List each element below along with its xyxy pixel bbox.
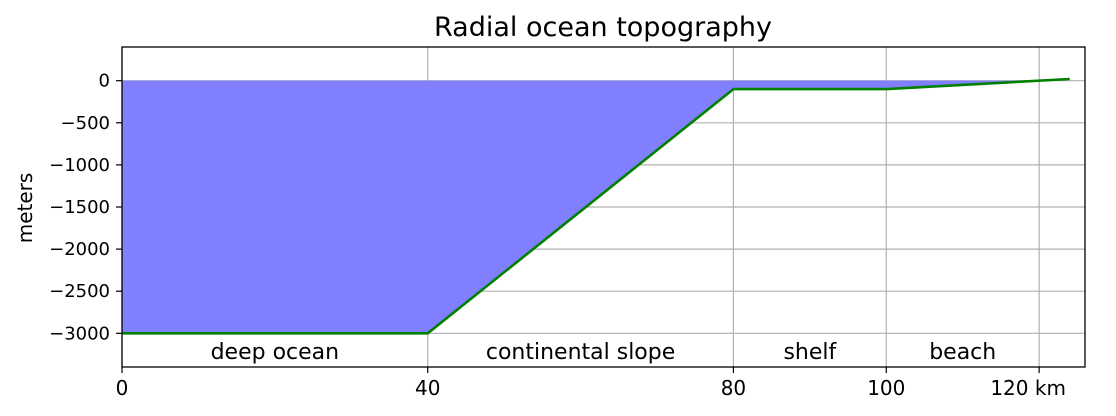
x-tick-label: 120 km bbox=[990, 376, 1066, 400]
plot-frame bbox=[121, 46, 1086, 368]
y-axis-label: meters bbox=[13, 173, 37, 244]
region-label: deep ocean bbox=[211, 340, 340, 365]
x-tick-label: 100 bbox=[867, 376, 905, 400]
axis-ticks: 0 40 80 100 120 km 0 −500 −1000 −1500 −2000 −2500 −… bbox=[49, 71, 1066, 400]
y-tick-label: −2000 bbox=[49, 239, 110, 260]
region-labels: deep ocean continental slope shelf beach bbox=[211, 340, 997, 365]
y-tick-label: −500 bbox=[61, 113, 110, 134]
x-tick-label: 0 bbox=[116, 376, 129, 400]
y-tick-label: −3000 bbox=[49, 323, 110, 344]
chart-title: Radial ocean topography bbox=[434, 12, 772, 43]
topography-line-layer bbox=[122, 77, 1070, 335]
x-tick-label: 40 bbox=[415, 376, 440, 400]
topography-line bbox=[122, 77, 1070, 335]
region-label: continental slope bbox=[486, 340, 675, 365]
water-area bbox=[122, 80, 1040, 334]
y-tick-label: −1000 bbox=[49, 155, 110, 176]
y-tick-label: −2500 bbox=[49, 281, 110, 302]
water-area-layer bbox=[122, 80, 1040, 334]
region-label: beach bbox=[929, 340, 996, 365]
y-tick-label: −1500 bbox=[49, 197, 110, 218]
x-tick-label: 80 bbox=[721, 376, 746, 400]
y-tick-label: 0 bbox=[99, 71, 110, 92]
region-label: shelf bbox=[783, 340, 837, 365]
